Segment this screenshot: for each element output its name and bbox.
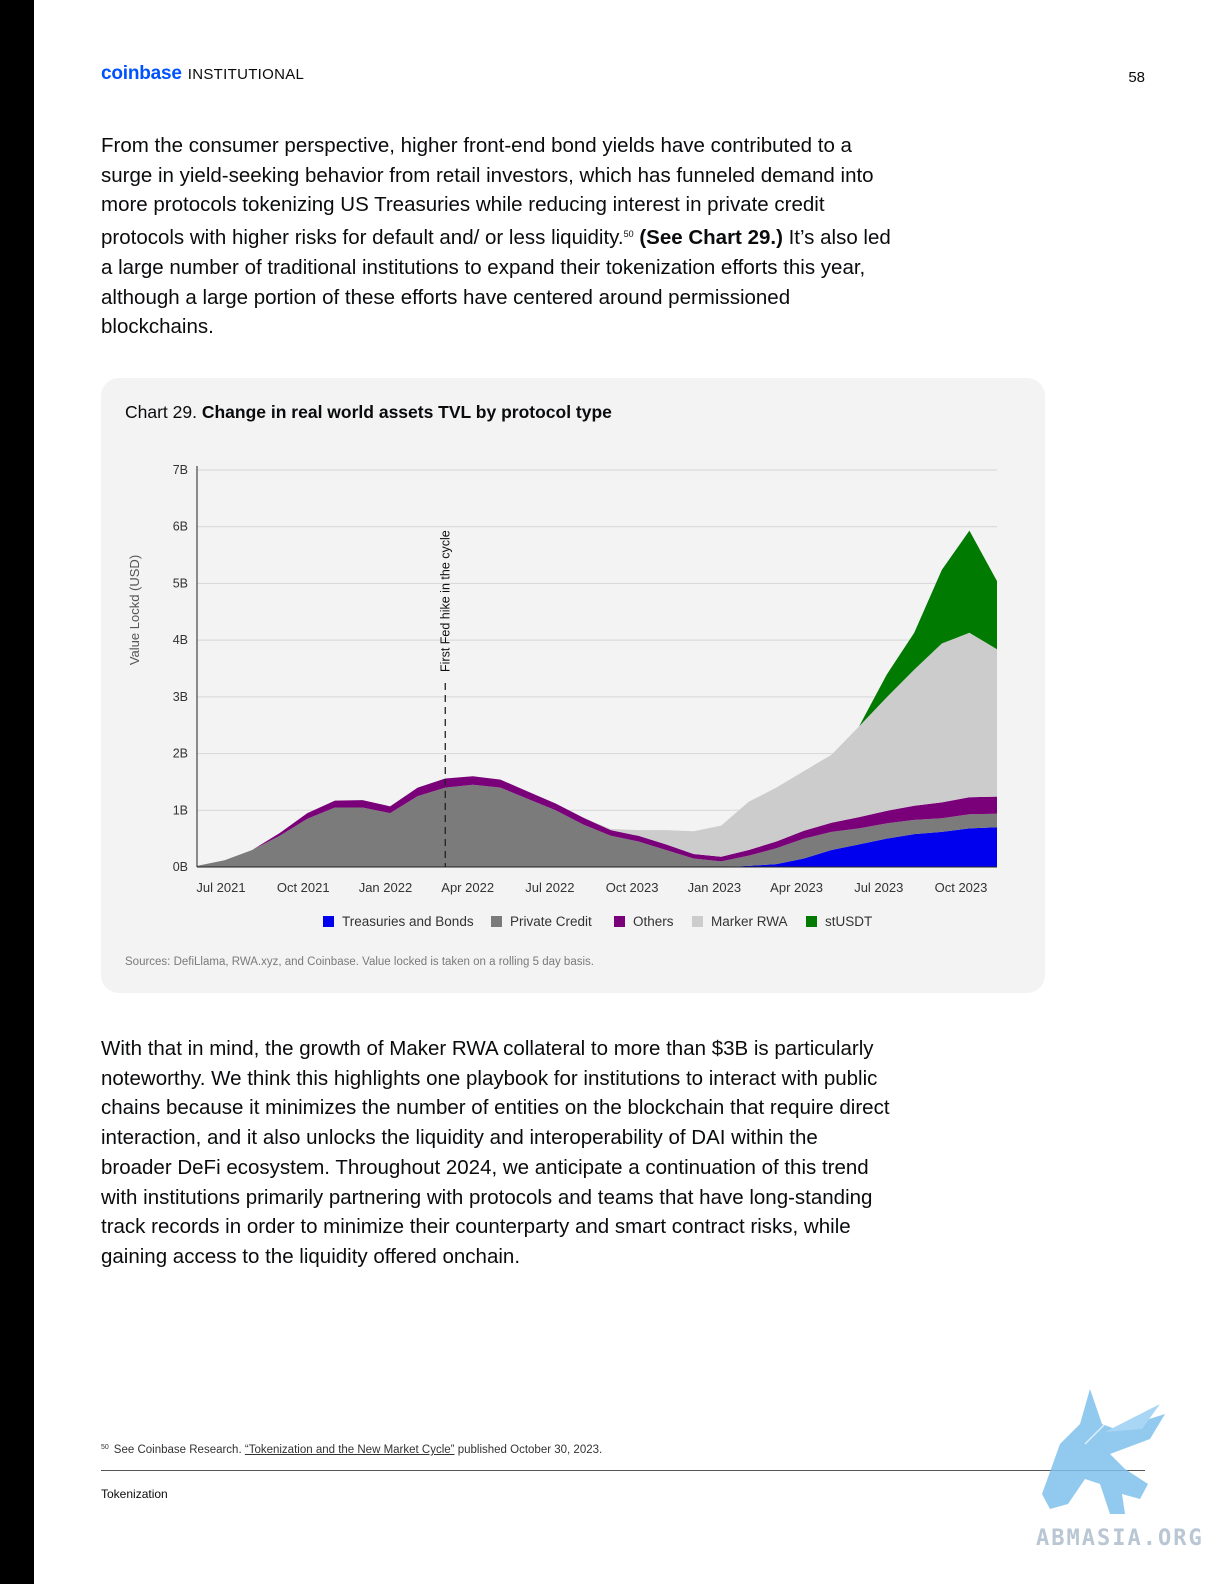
watermark-text: ABMASIA.ORG xyxy=(1036,1526,1204,1551)
x-tick-label: Apr 2022 xyxy=(441,880,494,895)
x-tick-label: Jan 2022 xyxy=(359,880,413,895)
chart-source: Sources: DefiLlama, RWA.xyz, and Coinbas… xyxy=(125,956,594,968)
y-tick-label: 1B xyxy=(173,803,188,817)
intro-paragraph: From the consumer perspective, higher fr… xyxy=(101,131,891,342)
y-tick-label: 3B xyxy=(173,690,188,704)
footnote-link[interactable]: “Tokenization and the New Market Cycle” xyxy=(244,1444,455,1456)
intro-text-continued: It’s also led a large number of traditio… xyxy=(101,226,891,339)
y-tick-label: 0B xyxy=(173,860,188,874)
legend-label-marker-rwa: Marker RWA xyxy=(711,914,788,929)
chart-card: Chart 29. Change in real world assets TV… xyxy=(101,378,1045,993)
legend-swatch-treasuries-and-bonds xyxy=(323,916,334,927)
chart-reference: (See Chart 29.) xyxy=(639,226,783,250)
page-number: 58 xyxy=(1128,69,1145,86)
legend-swatch-stusdt xyxy=(806,916,817,927)
legend-label-private-credit: Private Credit xyxy=(510,914,592,929)
x-tick-label: Jul 2021 xyxy=(196,880,245,895)
footnote-number: 50 xyxy=(101,1444,109,1451)
chart-number: Chart 29. xyxy=(125,402,197,422)
x-tick-label: Jan 2023 xyxy=(688,880,742,895)
x-tick-label: Oct 2023 xyxy=(606,880,659,895)
x-tick-label: Oct 2023 xyxy=(935,880,988,895)
footer-divider xyxy=(101,1470,1145,1471)
fed-hike-label: First Fed hike in the cycle xyxy=(438,530,452,672)
maker-paragraph: With that in mind, the growth of Maker R… xyxy=(101,1037,890,1268)
coinbase-logo: coinbase xyxy=(101,63,182,84)
x-tick-label: Apr 2023 xyxy=(770,880,823,895)
footnote-suffix: published October 30, 2023. xyxy=(457,1444,603,1456)
chart-title-text: Change in real world assets TVL by proto… xyxy=(201,402,612,422)
y-tick-label: 5B xyxy=(173,576,188,590)
footer-section-label: Tokenization xyxy=(101,1487,168,1501)
intro-text: From the consumer perspective, higher fr… xyxy=(101,134,874,250)
y-tick-label: 7B xyxy=(173,463,188,477)
y-tick-label: 2B xyxy=(173,747,188,761)
legend-swatch-marker-rwa xyxy=(692,916,703,927)
footnote: 50 See Coinbase Research. “Tokenization a… xyxy=(101,1444,602,1456)
series-area-marker-rwa xyxy=(197,632,997,866)
y-tick-label: 4B xyxy=(173,633,188,647)
series-area-treasuries-and-bonds xyxy=(197,827,997,867)
legend-label-stusdt: stUSDT xyxy=(825,914,872,929)
brand-header: coinbase INSTITUTIONAL xyxy=(101,63,304,85)
x-tick-label: Oct 2021 xyxy=(277,880,330,895)
tvl-area-chart: 0B 1B 2B 3B 4B 5B 6B 7B Value Lockd (USD) First F… xyxy=(127,463,997,929)
legend-swatch-private-credit xyxy=(491,916,502,927)
series-area-private-credit xyxy=(197,784,997,867)
left-edge-bar xyxy=(0,0,34,1584)
y-tick-label: 6B xyxy=(173,520,188,534)
footnote-prefix: See Coinbase Research. xyxy=(113,1444,242,1456)
y-axis-label: Value Lockd (USD) xyxy=(127,555,142,665)
legend-label-others: Others xyxy=(633,914,674,929)
griffin-icon xyxy=(1042,1389,1165,1514)
legend-swatch-others xyxy=(614,916,625,927)
footnote-ref[interactable]: 50 xyxy=(623,229,634,240)
x-tick-label: Jul 2023 xyxy=(854,880,903,895)
x-tick-label: Jul 2022 xyxy=(525,880,574,895)
legend-label-treasuries-and-bonds: Treasuries and Bonds xyxy=(342,914,474,929)
chart-title: Chart 29. Change in real world assets TV… xyxy=(125,402,612,423)
brand-suffix: INSTITUTIONAL xyxy=(187,66,305,83)
